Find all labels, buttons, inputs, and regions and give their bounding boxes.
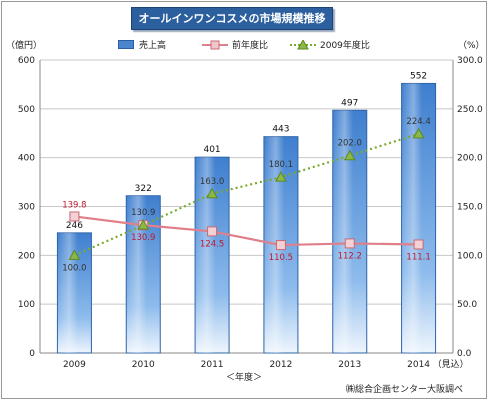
point-vs2009	[412, 127, 425, 139]
x-tick-label: 2009	[63, 360, 86, 370]
source-note: ㈱総合企画センター大阪調べ	[346, 385, 464, 395]
chart-title: オールインワンコスメの市場規模推移	[131, 7, 333, 30]
bar-value-label: 443	[272, 125, 289, 135]
point-yoy	[69, 211, 80, 222]
point-yoy	[275, 240, 286, 251]
legend-marker-yoy	[202, 40, 228, 49]
left-tick-label: 400	[18, 154, 35, 164]
left-tick-label: 200	[18, 251, 35, 261]
point-yoy	[207, 226, 218, 237]
right-tick-label: 300.0	[457, 56, 483, 66]
right-tick-label: 200.0	[457, 154, 483, 164]
x-tick-label: 2014	[407, 360, 430, 370]
right-tick-label: 50.0	[457, 300, 477, 310]
legend-item-yoy: 前年度比	[202, 38, 268, 51]
left-tick-label: 500	[18, 105, 35, 115]
point-label-vs2009: 100.0	[62, 263, 86, 273]
right-tick-label: 150.0	[457, 203, 483, 213]
x-tick-label: 2011	[201, 360, 224, 370]
point-yoy	[413, 239, 424, 250]
legend-label-vs2009: 2009年度比	[320, 41, 370, 51]
point-vs2009	[206, 187, 218, 199]
point-label-yoy: 139.8	[62, 200, 86, 210]
legend-label-yoy: 前年度比	[232, 41, 269, 51]
point-label-vs2009: 224.4	[406, 117, 430, 127]
right-tick-label: 100.0	[457, 251, 483, 261]
bar-value-label: 497	[341, 98, 358, 108]
point-vs2009	[68, 249, 81, 260]
bar-value-label: 401	[203, 145, 220, 155]
right-tick-label: 250.0	[457, 105, 483, 115]
point-label-vs2009: 180.1	[269, 160, 293, 170]
legend-swatch-sales	[118, 40, 134, 49]
right-tick-label: 0.0	[457, 349, 472, 359]
bar-value-label: 246	[66, 221, 83, 231]
x-tick-label: 2010	[132, 360, 155, 370]
x-axis-label: ＜年度＞	[226, 373, 263, 383]
x-tick-label: 2013	[338, 360, 361, 370]
point-label-yoy: 124.5	[200, 239, 224, 249]
point-label-yoy: 112.2	[338, 251, 362, 261]
point-label-vs2009: 202.0	[338, 139, 362, 149]
left-tick-label: 0	[29, 349, 35, 359]
left-axis-unit: （億円）	[6, 41, 43, 51]
legend-marker-vs2009	[290, 39, 316, 49]
legend-item-vs2009: 2009年度比	[290, 38, 370, 51]
legend-item-sales: 売上高	[118, 38, 166, 51]
point-label-yoy: 110.5	[269, 253, 293, 263]
point-vs2009	[137, 219, 150, 230]
series-line-vs2009	[73, 132, 419, 257]
point-vs2009	[275, 171, 287, 182]
left-tick-label: 100	[18, 300, 35, 310]
x-tick-note: （見込）	[433, 359, 469, 370]
point-label-yoy: 111.1	[406, 252, 430, 262]
point-vs2009	[343, 149, 356, 161]
x-tick-label: 2012	[269, 360, 292, 370]
point-label-yoy: 130.9	[131, 233, 155, 243]
bar-value-label: 552	[410, 71, 427, 81]
point-label-vs2009: 130.9	[131, 208, 155, 218]
series-line-yoy	[74, 215, 419, 247]
point-yoy	[344, 238, 355, 249]
legend-label-sales: 売上高	[139, 41, 167, 51]
point-label-vs2009: 163.0	[200, 177, 224, 187]
bar-value-label: 322	[135, 184, 152, 194]
left-tick-label: 600	[18, 56, 35, 66]
left-tick-label: 300	[18, 203, 35, 213]
right-axis-unit: （%）	[458, 41, 485, 51]
